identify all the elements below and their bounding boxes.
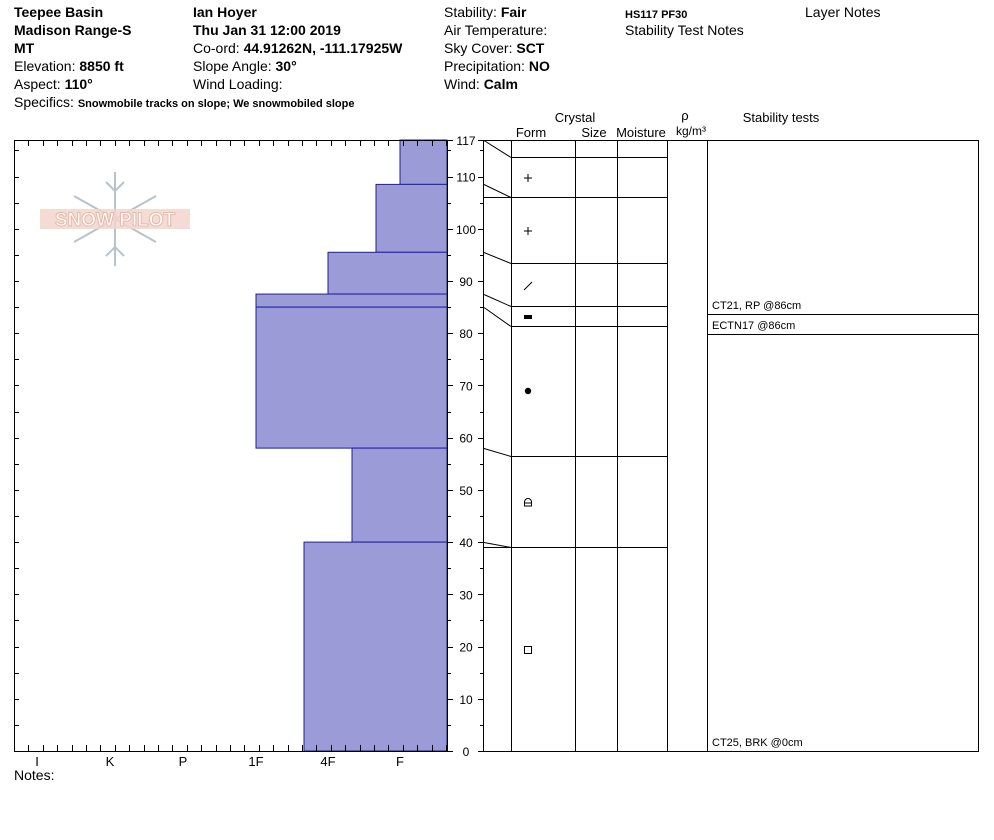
observer-name: Ian Hoyer (193, 4, 257, 20)
snowpilot-logo: SNOW PILOT (40, 172, 190, 266)
elevation: Elevation: 8850 ft (14, 58, 124, 74)
depth-axis-label: 110 (456, 171, 475, 185)
wind-loading: Wind Loading: (193, 76, 283, 92)
stability-test-entry: CT25, BRK @0cm (712, 737, 803, 749)
crystal-form-plus-icon (524, 174, 532, 182)
hardness-axis-label: P (179, 754, 188, 769)
hardness-layer-bar (303, 541, 448, 752)
hardness-axis-label: K (106, 754, 115, 769)
form-header: Form (516, 125, 546, 140)
hardness-layer-bar (255, 293, 448, 308)
size-header: Size (581, 125, 606, 140)
depth-axis-label: 20 (459, 641, 473, 655)
depth-axis-label: 50 (459, 484, 473, 498)
moisture-header: Moisture (616, 125, 666, 140)
layer-boundary (483, 140, 512, 158)
hardness-axis-label: 4F (320, 754, 335, 769)
location-name: Teepee Basin (14, 4, 104, 20)
crystal-form-rounded-square-icon (524, 498, 532, 507)
depth-axis-label: 80 (459, 327, 473, 341)
depth-axis-label: 90 (459, 275, 473, 289)
hardness-chart-frame (14, 140, 448, 752)
crystal-form-plus-icon (524, 227, 532, 235)
crystal-form-slash-icon (523, 281, 533, 291)
stability-test-entry: CT21, RP @86cm (712, 300, 801, 312)
layer-boundary (483, 448, 512, 457)
specifics: Specifics: Snowmobile tracks on slope; W… (14, 94, 355, 110)
layer-boundary (483, 184, 512, 198)
crystal-form-rect-icon (524, 315, 532, 319)
coordinates: Co-ord: 44.91262N, -111.17925W (193, 40, 403, 56)
air-temperature: Air Temperature: (444, 22, 548, 38)
depth-axis-label: 117 (456, 134, 475, 148)
layer-boundary (483, 294, 512, 307)
state-name: MT (14, 40, 35, 56)
depth-axis-label: 70 (459, 379, 473, 393)
density-unit: kg/m³ (676, 124, 706, 138)
wind: Wind: Calm (444, 76, 518, 92)
hardness-axis-label: 1F (248, 754, 263, 769)
depth-axis-label: 0 (463, 745, 470, 759)
observation-datetime: Thu Jan 31 12:00 2019 (193, 22, 341, 38)
precipitation: Precipitation: NO (444, 58, 550, 74)
crystal-form-dot-icon (524, 387, 532, 395)
layer-boundary (483, 307, 512, 327)
layer-notes-label: Layer Notes (805, 4, 881, 20)
stability-test-notes-label: Stability Test Notes (625, 22, 744, 38)
density-symbol: ρ (681, 108, 688, 123)
hardness-layer-bar (327, 251, 448, 295)
sky-cover: Sky Cover: SCT (444, 40, 545, 56)
hardness-layer-bar (399, 139, 448, 185)
crystal-header: Crystal (555, 110, 596, 125)
stability-rating: Stability: Fair (444, 4, 527, 20)
depth-axis-label: 30 (459, 588, 473, 602)
depth-axis-label: 100 (456, 223, 476, 237)
aspect: Aspect: 110° (14, 76, 93, 92)
hardness-axis-label: I (35, 754, 39, 769)
crystal-form-square-icon (524, 646, 532, 654)
range-name: Madison Range-S (14, 22, 132, 38)
stability-tests-header: Stability tests (743, 110, 820, 125)
depth-axis-label: 40 (459, 536, 473, 550)
layer-boundary (483, 542, 512, 548)
layer-boundary (483, 252, 512, 264)
notes-label: Notes: (14, 767, 55, 783)
hs-pf-summary: HS117 PF30 (625, 9, 688, 21)
hardness-layer-bar (351, 447, 448, 543)
depth-axis-label: 60 (459, 432, 473, 446)
depth-axis-label: 10 (459, 693, 473, 707)
hardness-layer-bar (375, 183, 448, 253)
snowpilot-logo-text: SNOW PILOT (55, 210, 176, 231)
slope-angle: Slope Angle: 30° (193, 58, 297, 74)
stability-test-entry: ECTN17 @86cm (712, 320, 795, 332)
layer-table-frame (483, 140, 979, 752)
hardness-layer-bar (255, 306, 448, 449)
hardness-axis-label: F (396, 754, 404, 769)
